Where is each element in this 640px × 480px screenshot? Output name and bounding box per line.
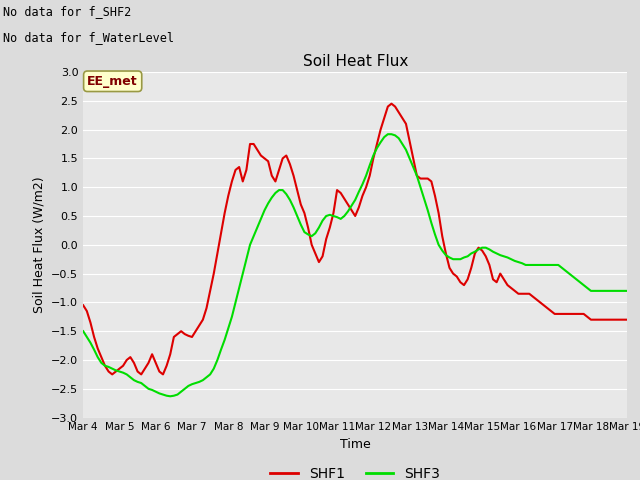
SHF1 [348, 207, 355, 213]
SHF3 [467, 251, 475, 256]
SHF1 [275, 167, 283, 173]
SHF3 [79, 328, 87, 334]
SHF3 [620, 288, 627, 294]
SHF3 [417, 184, 424, 190]
SHF1 [620, 317, 627, 323]
SHF3 [275, 187, 283, 193]
SHF1 [79, 302, 87, 308]
Title: Soil Heat Flux: Soil Heat Flux [303, 54, 408, 70]
SHF1 [623, 317, 631, 323]
Line: SHF1: SHF1 [83, 104, 627, 374]
SHF1 [431, 193, 439, 199]
SHF3 [348, 203, 355, 208]
Text: EE_met: EE_met [88, 75, 138, 88]
Line: SHF3: SHF3 [83, 134, 627, 396]
SHF3 [166, 394, 174, 399]
Text: No data for f_SHF2: No data for f_SHF2 [3, 5, 131, 18]
SHF1 [108, 372, 116, 377]
SHF3 [384, 132, 392, 137]
X-axis label: Time: Time [340, 438, 371, 451]
Y-axis label: Soil Heat Flux (W/m2): Soil Heat Flux (W/m2) [33, 177, 45, 313]
SHF1 [467, 265, 475, 271]
SHF3 [431, 231, 439, 237]
SHF1 [388, 101, 396, 107]
Text: No data for f_WaterLevel: No data for f_WaterLevel [3, 31, 174, 44]
SHF3 [623, 288, 631, 294]
Legend: SHF1, SHF3: SHF1, SHF3 [264, 462, 446, 480]
SHF1 [417, 176, 424, 181]
